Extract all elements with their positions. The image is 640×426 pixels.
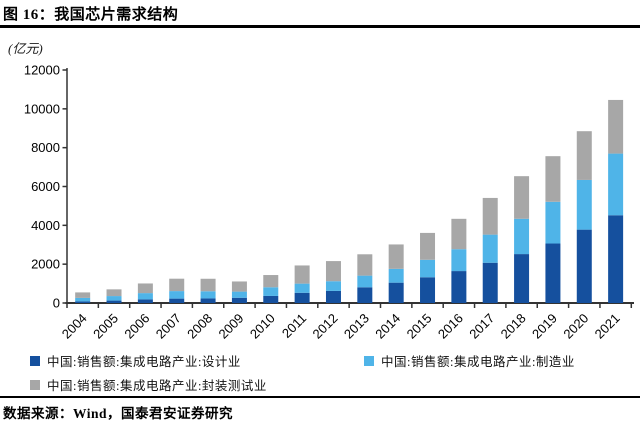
bar-2009-segment-0 bbox=[231, 297, 247, 303]
bar-2014-segment-1 bbox=[388, 268, 404, 283]
x-axis-category-label: 2010 bbox=[247, 311, 278, 342]
x-axis-category-label: 2005 bbox=[90, 311, 121, 342]
y-axis-tick-label: 6000 bbox=[31, 179, 60, 194]
bar-2019-segment-1 bbox=[545, 201, 561, 244]
title-divider bbox=[0, 25, 640, 28]
x-axis-category-label: 2009 bbox=[215, 311, 246, 342]
footer-divider bbox=[0, 396, 640, 398]
y-axis-tick-label: 8000 bbox=[31, 140, 60, 155]
bar-2007-segment-0 bbox=[169, 298, 185, 303]
legend-item-manufacturing: 中国:销售额:集成电路产业:制造业 bbox=[364, 351, 575, 370]
bar-2020-segment-2 bbox=[576, 131, 592, 180]
x-axis-category-label: 2018 bbox=[498, 311, 529, 342]
bar-2012-segment-0 bbox=[325, 290, 341, 303]
bar-2013-segment-0 bbox=[357, 287, 373, 303]
x-axis-category-label: 2020 bbox=[560, 311, 591, 342]
bar-2018-segment-1 bbox=[514, 218, 530, 255]
bar-2020-segment-0 bbox=[576, 229, 592, 303]
legend-label-manufacturing: 中国:销售额:集成电路产业:制造业 bbox=[381, 355, 575, 369]
bar-2009-segment-2 bbox=[231, 281, 247, 292]
legend-item-packaging-testing: 中国:销售额:集成电路产业:封装测试业 bbox=[30, 375, 267, 394]
bar-2010-segment-1 bbox=[263, 287, 279, 296]
bar-2005-segment-2 bbox=[106, 289, 122, 297]
bar-2015-segment-2 bbox=[420, 232, 436, 260]
bar-2017-segment-1 bbox=[482, 234, 498, 263]
bar-2017-segment-2 bbox=[482, 197, 498, 235]
bar-2021-segment-1 bbox=[608, 153, 624, 216]
bar-2020-segment-1 bbox=[576, 179, 592, 230]
x-axis-category-label: 2016 bbox=[435, 311, 466, 342]
bar-2015-segment-0 bbox=[420, 277, 436, 303]
x-axis-category-label: 2013 bbox=[341, 311, 372, 342]
bar-2012-segment-2 bbox=[325, 261, 341, 282]
bar-2018-segment-2 bbox=[514, 176, 530, 219]
bar-2013-segment-1 bbox=[357, 275, 373, 288]
bar-2004-segment-0 bbox=[75, 301, 91, 303]
x-axis-category-label: 2011 bbox=[279, 311, 309, 341]
legend-swatch-design bbox=[30, 355, 40, 366]
legend-swatch-manufacturing bbox=[364, 355, 374, 366]
x-axis-category-label: 2021 bbox=[592, 311, 623, 342]
bar-2015-segment-1 bbox=[420, 259, 436, 278]
bar-2014-segment-0 bbox=[388, 282, 404, 303]
bar-2013-segment-2 bbox=[357, 254, 373, 276]
bar-2011-segment-0 bbox=[294, 292, 310, 303]
bar-2007-segment-1 bbox=[169, 291, 185, 299]
y-axis-tick-label: 4000 bbox=[31, 218, 60, 233]
bar-2008-segment-0 bbox=[200, 298, 216, 303]
bar-2006-segment-0 bbox=[137, 299, 153, 303]
bar-2008-segment-2 bbox=[200, 278, 216, 292]
bar-2019-segment-0 bbox=[545, 243, 561, 303]
y-axis-tick-label: 12000 bbox=[24, 63, 60, 78]
bar-2009-segment-1 bbox=[231, 291, 247, 298]
legend-swatch-packaging-testing bbox=[30, 379, 40, 390]
figure-title: 图 16：我国芯片需求结构 bbox=[3, 7, 179, 23]
x-axis-category-label: 2017 bbox=[466, 311, 497, 342]
bar-2012-segment-1 bbox=[325, 281, 341, 291]
bar-2008-segment-1 bbox=[200, 291, 216, 299]
bar-2011-segment-1 bbox=[294, 283, 310, 293]
y-axis-tick-label: 2000 bbox=[31, 257, 60, 272]
bar-2014-segment-2 bbox=[388, 244, 404, 269]
bar-2010-segment-0 bbox=[263, 295, 279, 303]
x-axis-category-label: 2006 bbox=[121, 311, 152, 342]
bar-2006-segment-2 bbox=[137, 283, 153, 294]
bar-2018-segment-0 bbox=[514, 254, 530, 303]
legend-label-design: 中国:销售额:集成电路产业:设计业 bbox=[47, 355, 241, 369]
bar-2016-segment-0 bbox=[451, 271, 467, 303]
bar-2004-segment-1 bbox=[75, 297, 91, 302]
bar-2017-segment-0 bbox=[482, 262, 498, 303]
y-axis-tick-label: 0 bbox=[53, 296, 60, 311]
bar-2019-segment-2 bbox=[545, 156, 561, 202]
bar-2006-segment-1 bbox=[137, 293, 153, 300]
x-axis-category-label: 2014 bbox=[372, 311, 403, 342]
x-axis-category-label: 2004 bbox=[59, 311, 90, 342]
bar-2011-segment-2 bbox=[294, 265, 310, 284]
legend-label-packaging-testing: 中国:销售额:集成电路产业:封装测试业 bbox=[47, 379, 267, 393]
bar-2005-segment-1 bbox=[106, 296, 122, 301]
x-axis-category-label: 2012 bbox=[310, 311, 341, 342]
y-axis-unit-label: (亿元) bbox=[8, 41, 43, 56]
stacked-bar-chart: 0 2000 4000 6000 8000 10000 12000 2004 2005 2006 2… bbox=[0, 60, 640, 348]
legend-item-design: 中国:销售额:集成电路产业:设计业 bbox=[30, 351, 241, 370]
bar-2016-segment-2 bbox=[451, 218, 467, 250]
x-axis-category-label: 2019 bbox=[529, 311, 560, 342]
y-axis-tick-label: 10000 bbox=[24, 101, 60, 116]
x-axis-category-label: 2007 bbox=[153, 311, 184, 342]
bar-2021-segment-2 bbox=[608, 99, 624, 154]
bar-2004-segment-2 bbox=[75, 292, 91, 298]
bar-2016-segment-1 bbox=[451, 249, 467, 272]
bar-2007-segment-2 bbox=[169, 278, 185, 292]
bar-2010-segment-2 bbox=[263, 275, 279, 288]
bar-2005-segment-0 bbox=[106, 300, 122, 303]
data-source: 数据来源：Wind，国泰君安证券研究 bbox=[3, 406, 234, 421]
x-axis-category-label: 2015 bbox=[404, 311, 435, 342]
bar-2021-segment-0 bbox=[608, 215, 624, 303]
x-axis-category-label: 2008 bbox=[184, 311, 215, 342]
